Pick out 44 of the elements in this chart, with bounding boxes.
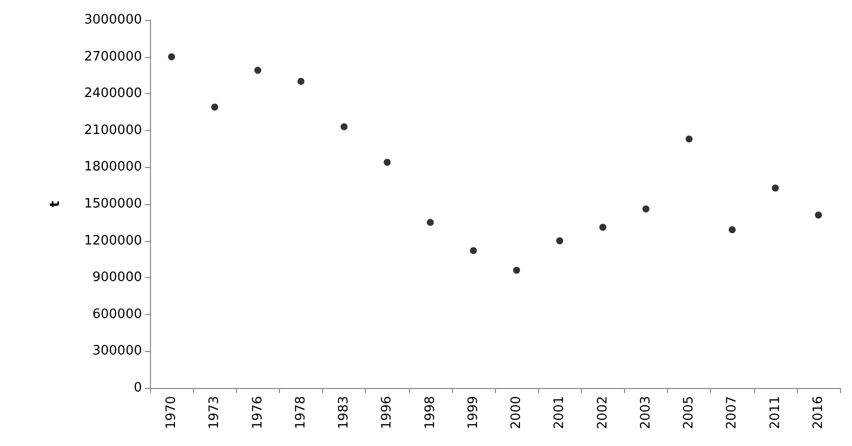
x-tick-label: 2001 — [552, 396, 568, 430]
y-tick-label: 2400000 — [84, 86, 142, 102]
x-tick-label: 2003 — [638, 396, 654, 430]
point — [254, 66, 262, 74]
x-tick-label: 1978 — [293, 396, 308, 430]
x-tick-label: 2007 — [724, 396, 740, 430]
y-tick-label: 2700000 — [84, 49, 142, 64]
x-tick-label: 1983 — [336, 396, 352, 430]
point — [728, 226, 736, 234]
point — [686, 135, 693, 142]
y-tick-label: 2100000 — [84, 122, 142, 138]
point — [513, 266, 520, 274]
point — [384, 158, 391, 166]
x-tick-label: 1976 — [250, 396, 266, 430]
x-tick-label: 1999 — [466, 396, 481, 430]
y-tick-label: 900000 — [92, 270, 142, 286]
point — [642, 205, 650, 212]
x-tick-label: 1998 — [422, 396, 438, 430]
x-tick-label: 2016 — [810, 396, 826, 430]
x-tick-label: 2000 — [509, 396, 524, 430]
point — [340, 123, 348, 130]
x-tick-label: 2005 — [682, 396, 697, 430]
y-tick-label: 1200000 — [84, 233, 142, 248]
point — [426, 218, 434, 226]
point — [168, 53, 176, 60]
y-tick-label: 3000000 — [84, 12, 142, 28]
point — [297, 78, 304, 85]
y-tick-label: 0 — [134, 380, 142, 396]
point — [772, 184, 779, 192]
x-tick-label: 2002 — [595, 396, 610, 430]
x-tick-label: 1970 — [164, 396, 180, 430]
y-tick-label: 600000 — [92, 306, 142, 322]
x-tick-label: 2011 — [768, 396, 783, 430]
point — [599, 224, 606, 231]
x-tick-label: 1996 — [380, 396, 395, 430]
y-axis-title: t — [48, 200, 63, 208]
y-tick-label: 1800000 — [84, 160, 142, 175]
x-tick-label: 1973 — [207, 396, 222, 430]
y-tick-label: 1500000 — [84, 196, 142, 212]
point — [470, 247, 477, 254]
point — [556, 237, 564, 244]
point — [814, 212, 822, 219]
point — [211, 104, 218, 111]
y-tick-label: 300000 — [92, 344, 142, 359]
